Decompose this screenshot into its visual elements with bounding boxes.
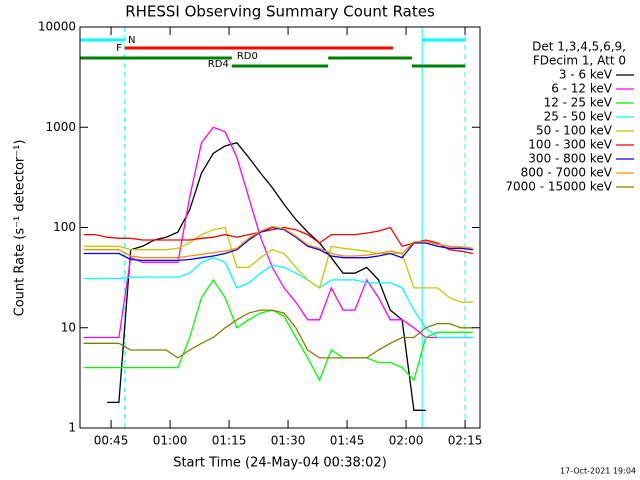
legend-title: Det 1,3,4,5,6,9, (532, 40, 626, 54)
legend-label: 12 - 25 keV (544, 96, 613, 110)
series-line (83, 226, 473, 303)
legend-label: 800 - 7000 keV (521, 166, 613, 180)
x-tick-label: 02:15 (448, 434, 483, 448)
x-tick-label: 01:30 (271, 434, 306, 448)
legend-label: 7000 - 15000 keV (505, 180, 612, 194)
state-label: RD4 (208, 59, 229, 70)
x-tick-label: 01:45 (330, 434, 365, 448)
series-line (83, 225, 473, 259)
x-tick-label: 00:45 (94, 434, 129, 448)
legend-title: FDecim 1, Att 0 (533, 54, 626, 68)
legend-label: 50 - 100 keV (536, 124, 613, 138)
y-tick-label: 10000 (38, 20, 76, 34)
x-tick-label: 01:15 (212, 434, 247, 448)
y-tick-label: 100 (53, 220, 76, 234)
y-tick-label: 10 (61, 320, 76, 334)
series-line (83, 278, 473, 382)
chart-title: RHESSI Observing Summary Count Rates (125, 3, 435, 21)
y-tick-label: 1000 (45, 120, 76, 134)
series-line (83, 226, 473, 262)
legend-label: 6 - 12 keV (551, 82, 613, 96)
footer: 17-Oct-2021 19:04 (560, 467, 636, 476)
legend-label: 100 - 300 keV (528, 138, 612, 152)
x-tick-label: 02:00 (389, 434, 424, 448)
series-line (83, 257, 473, 339)
x-tick-label: 01:00 (153, 434, 188, 448)
x-axis-label: Start Time (24-May-04 00:38:02) (173, 456, 387, 471)
legend-label: 3 - 6 keV (559, 68, 613, 82)
series-line (83, 126, 473, 339)
y-tick-label: 1 (68, 421, 76, 435)
state-label: N (128, 35, 135, 46)
legend-label: 25 - 50 keV (544, 110, 613, 124)
series-line (83, 309, 473, 359)
y-axis-label: Count Rate (s⁻¹ detector⁻¹) (13, 140, 28, 317)
state-label: F (116, 43, 122, 54)
legend-label: 300 - 800 keV (528, 152, 612, 166)
state-label: RD0 (237, 51, 258, 62)
series-line (107, 142, 426, 411)
